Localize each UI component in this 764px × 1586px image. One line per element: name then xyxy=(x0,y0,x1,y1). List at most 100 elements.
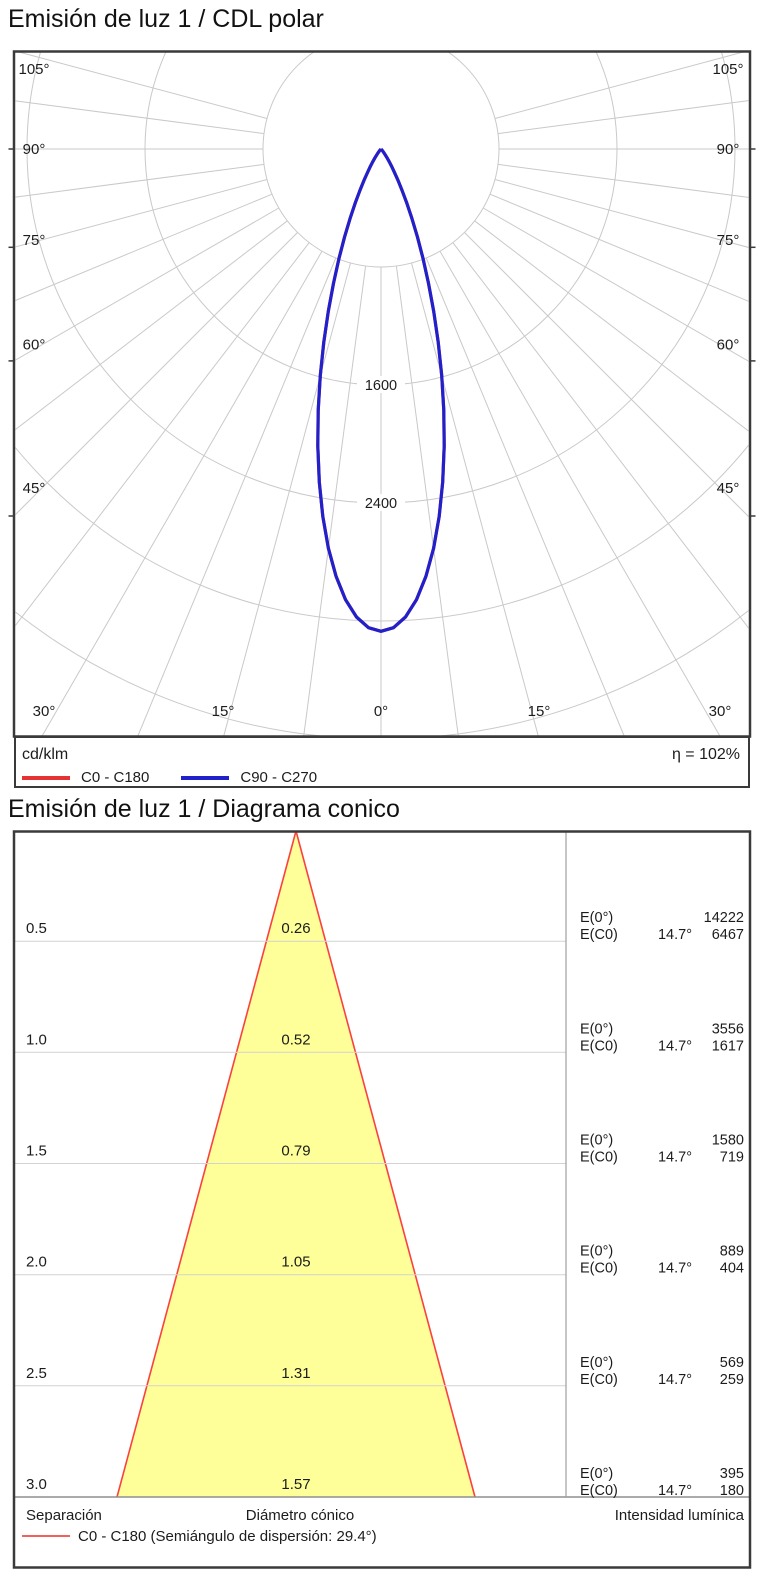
cone-e0-label: E(0°) xyxy=(580,1244,613,1260)
cone-separation-value: 2.5 xyxy=(26,1365,47,1382)
polar-grid-circle xyxy=(262,51,500,268)
polar-radial-label-bg xyxy=(357,376,405,393)
cone-legend-label: C0 - C180 (Semiángulo de dispersión: 29.… xyxy=(78,1528,377,1545)
cone-ec0-angle: 14.7° xyxy=(658,927,692,943)
cone-diameter-value: 1.57 xyxy=(281,1476,310,1493)
cone-separation-value: 0.5 xyxy=(26,920,47,937)
legend-label-c0-c180: C0 - C180 xyxy=(81,769,150,786)
polar-angle-label-right: 45° xyxy=(717,480,740,497)
polar-angle-label-bottom: 15° xyxy=(212,703,235,720)
legend-line-c90-c270 xyxy=(181,775,230,780)
polar-angle-label-left: 90° xyxy=(23,141,46,158)
cone-ec0-label: E(C0) xyxy=(580,927,618,943)
polar-grid-spoke xyxy=(439,250,721,736)
polar-angle-label-bottom: 30° xyxy=(709,703,732,720)
polar-grid: 1600 2400 xyxy=(15,51,749,736)
polar-grid-spoke xyxy=(482,207,749,362)
cone-e0-label: E(0°) xyxy=(580,1466,613,1482)
cone-column-intensity: Intensidad lumínica xyxy=(615,1507,745,1524)
polar-cdl-chart: 1600 2400 105° 105° 90° 90° 75° 75° 60° 60° 45° 45°… xyxy=(8,50,756,738)
cone-ec0-angle: 14.7° xyxy=(658,1372,692,1388)
cone-ec0-value: 1617 xyxy=(712,1038,744,1054)
polar-grid-spoke xyxy=(41,250,323,736)
polar-grid-spoke xyxy=(425,257,625,736)
cone-e0-value: 3556 xyxy=(712,1021,744,1037)
polar-grid-spoke xyxy=(303,265,367,736)
polar-grid-spoke xyxy=(15,51,268,119)
cone-ec0-label: E(C0) xyxy=(580,1483,618,1499)
polar-radial-tick-label: 1600 xyxy=(365,378,397,394)
cone-ec0-value: 404 xyxy=(720,1261,744,1277)
cone-e0-value: 569 xyxy=(720,1355,744,1371)
cone-diameter-value: 0.26 xyxy=(281,920,310,937)
polar-angle-label-bottom: 0° xyxy=(374,703,388,720)
polar-angle-label-left: 60° xyxy=(23,336,46,353)
legend-label-c90-c270: C90 - C270 xyxy=(240,769,318,786)
cone-e0-label: E(0°) xyxy=(580,1133,613,1149)
polar-grid-spoke xyxy=(137,257,337,736)
polar-grid-spoke xyxy=(464,232,749,518)
polar-grid-spoke xyxy=(452,242,749,629)
polar-radial-label-bg xyxy=(357,494,405,511)
cone-plot-border xyxy=(12,830,752,1569)
polar-grid-spoke xyxy=(497,163,749,198)
cone-ec0-value: 6467 xyxy=(712,927,744,943)
polar-grid-spoke xyxy=(15,207,280,361)
polar-grid-spoke xyxy=(494,51,747,119)
polar-legend: cd/klm η = 102% C0 - C180 C90 - C270 xyxy=(14,736,750,788)
cone-diameter-value: 0.79 xyxy=(281,1143,310,1160)
polar-grid-spoke xyxy=(497,100,749,135)
cone-diameter-value: 1.05 xyxy=(281,1254,310,1271)
polar-angle-label-bottom: 30° xyxy=(33,703,56,720)
polar-angle-label-left: 75° xyxy=(23,232,46,249)
polar-angle-label-left: 105° xyxy=(18,61,49,78)
polar-curve-c90-c270 xyxy=(316,147,446,633)
polar-grid-circle xyxy=(15,609,749,736)
cone-column-diameter: Diámetro cónico xyxy=(246,1507,354,1524)
cone-ec0-label: E(C0) xyxy=(580,1372,618,1388)
polar-radial-tick-label: 2400 xyxy=(365,496,397,512)
polar-angle-label-right: 75° xyxy=(717,232,740,249)
polar-grid-spoke xyxy=(15,179,268,248)
cone-ec0-label: E(C0) xyxy=(580,1261,618,1277)
cone-e0-label: E(0°) xyxy=(580,910,613,926)
cone-diameter-value: 1.31 xyxy=(281,1365,310,1382)
cone-separation-value: 1.0 xyxy=(26,1031,47,1048)
polar-grid-spoke xyxy=(15,100,265,135)
polar-plot-border xyxy=(12,50,752,738)
polar-angle-label-right: 105° xyxy=(712,61,743,78)
polar-grid-spoke xyxy=(223,262,351,736)
polar-grid-spoke xyxy=(395,265,459,736)
cone-ec0-value: 719 xyxy=(720,1150,744,1166)
polar-grid-spoke xyxy=(15,193,273,301)
cone-ec0-label: E(C0) xyxy=(580,1038,618,1054)
polar-grid-spoke xyxy=(411,262,539,736)
polar-grid-spoke xyxy=(15,232,298,516)
polar-angle-label-right: 60° xyxy=(717,336,740,353)
polar-angle-label-right: 90° xyxy=(717,141,740,158)
cone-diameter-value: 0.52 xyxy=(281,1031,310,1048)
polar-chart-title: Emisión de luz 1 / CDL polar xyxy=(8,5,324,33)
cone-separation-value: 3.0 xyxy=(26,1476,47,1493)
cone-e0-label: E(0°) xyxy=(580,1021,613,1037)
polar-legend-top-row: cd/klm η = 102% xyxy=(16,738,748,764)
polar-unit-label: cd/klm xyxy=(22,746,69,763)
cone-separation-value: 2.0 xyxy=(26,1254,47,1271)
cone-e0-value: 1580 xyxy=(712,1133,744,1149)
cone-e0-value: 889 xyxy=(720,1244,744,1260)
polar-angle-label-left: 45° xyxy=(23,480,46,497)
polar-efficiency-label: η = 102% xyxy=(671,746,740,763)
cone-ec0-angle: 14.7° xyxy=(658,1483,692,1499)
cone-e0-label: E(0°) xyxy=(580,1355,613,1371)
polar-grid-spoke xyxy=(474,220,749,432)
cone-ec0-angle: 14.7° xyxy=(658,1038,692,1054)
cone-separation-value: 1.5 xyxy=(26,1143,47,1160)
cone-ec0-angle: 14.7° xyxy=(658,1261,692,1277)
cone-e0-value: 395 xyxy=(720,1466,744,1482)
legend-line-c0-c180 xyxy=(22,775,70,780)
polar-grid-spoke xyxy=(15,163,265,198)
cone-ec0-angle: 14.7° xyxy=(658,1150,692,1166)
polar-angle-label-bottom: 15° xyxy=(528,703,551,720)
cone-chart-title: Emisión de luz 1 / Diagrama conico xyxy=(8,795,400,823)
